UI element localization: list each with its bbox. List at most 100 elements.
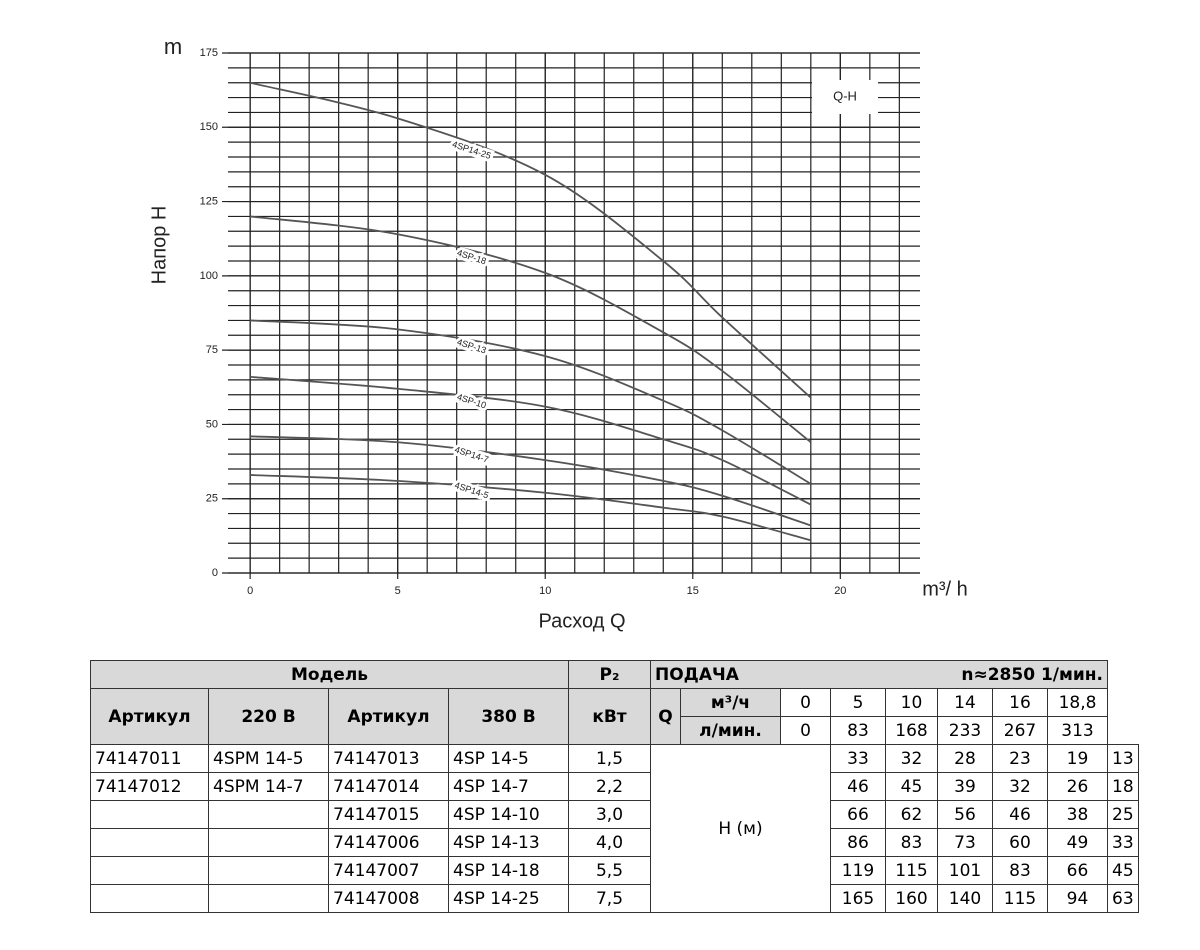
grid: 0 25 50 75 100 125 150 175 0 5 10 15 20 <box>200 47 920 597</box>
table-cell: 56 <box>937 800 993 829</box>
table-cell: 4,0 <box>568 828 651 857</box>
curve <box>250 319 812 485</box>
table-cell: 4SP 14-5 <box>448 744 569 773</box>
table-cell: 5 <box>830 688 886 717</box>
table-cell: 49 <box>1047 828 1108 857</box>
table-row: 74147006 4SP 14-13 4,0 86 83 73 60 49 33 <box>90 828 1139 857</box>
table-cell: 267 <box>992 716 1048 745</box>
table-cell: 4SPM 14-7 <box>208 772 329 801</box>
table-cell: 0 <box>780 688 831 717</box>
table-cell: 233 <box>937 716 993 745</box>
table-cell: 168 <box>885 716 938 745</box>
box <box>812 80 878 114</box>
table-cell: 4SP 14-10 <box>448 800 569 829</box>
table-cell: 39 <box>937 772 993 801</box>
table-row: 74147008 4SP 14-25 7,5 165 160 140 115 94 63 <box>90 884 1139 913</box>
table-row: 74147015 4SP 14-10 3,0 66 62 56 46 38 25 <box>90 800 1139 829</box>
table-cell: 3,0 <box>568 800 651 829</box>
table-cell: 83 <box>992 856 1048 885</box>
header-cell: кВт <box>568 688 651 745</box>
header-cell: Артикул <box>90 688 209 745</box>
table-cell: 160 <box>885 884 938 913</box>
curve <box>250 215 812 443</box>
y-tick-label: 75 <box>206 344 218 356</box>
y-tick-label: 150 <box>200 121 218 133</box>
table-cell: 16 <box>992 688 1048 717</box>
table-cell: 4SP 14-13 <box>448 828 569 857</box>
table-cell: 74147011 <box>90 744 209 773</box>
plot: Q-H4SP14-254SP-184SP-134SP-104SP14-74SP1… <box>249 80 878 542</box>
table-cell: 0 <box>780 716 831 745</box>
table-cell: 73 <box>937 828 993 857</box>
table-cell: 63 <box>1107 884 1139 913</box>
table-cell: 74147007 <box>328 856 449 885</box>
y-tick-label: 125 <box>200 195 218 207</box>
table-cell: 32 <box>885 744 938 773</box>
table-cell <box>90 856 209 885</box>
box-label: Q-H <box>833 88 857 103</box>
y-tick-label: 100 <box>200 270 218 282</box>
header-cell: м³/ч <box>680 688 781 717</box>
table-cell: 46 <box>992 800 1048 829</box>
x-tick-label: 10 <box>539 585 551 597</box>
table-cell <box>208 884 329 913</box>
table-cell: 140 <box>937 884 993 913</box>
table-cell: 1,5 <box>568 744 651 773</box>
header-cell: P₂ <box>568 660 651 689</box>
table-cell: 33 <box>830 744 886 773</box>
table-cell <box>90 828 209 857</box>
y-tick-label: 50 <box>206 418 218 430</box>
table-cell: 18 <box>1107 772 1139 801</box>
x-label: Расход Q <box>538 610 625 632</box>
row-label: H (м) <box>650 744 831 913</box>
table-cell: 13 <box>1107 744 1139 773</box>
y-label: Напор H <box>148 206 170 285</box>
table-cell: 28 <box>937 744 993 773</box>
table-row: 74147007 4SP 14-18 5,5 119 115 101 83 66 45 <box>90 856 1139 885</box>
table-cell: 165 <box>830 884 886 913</box>
table-cell: 74147015 <box>328 800 449 829</box>
table-cell: 32 <box>992 772 1048 801</box>
chart: m Напор H Расход Q m³/ h 025507510012515… <box>148 34 968 632</box>
table-cell: 119 <box>830 856 886 885</box>
header-cell: Q <box>650 688 681 745</box>
table-cell: 4SP 14-18 <box>448 856 569 885</box>
table-cell: 19 <box>1047 744 1108 773</box>
x-tick-label: 20 <box>834 585 846 597</box>
table-cell: 74147006 <box>328 828 449 857</box>
y-tick-label: 25 <box>206 493 218 505</box>
table-cell: 62 <box>885 800 938 829</box>
table-cell <box>208 828 329 857</box>
table-cell: 74147013 <box>328 744 449 773</box>
table-cell: 33 <box>1107 828 1139 857</box>
table-cell: 74147008 <box>328 884 449 913</box>
table-cell: 86 <box>830 828 886 857</box>
table-cell: 23 <box>992 744 1048 773</box>
table-cell: 25 <box>1107 800 1139 829</box>
table-cell: 115 <box>992 884 1048 913</box>
table-cell: 83 <box>830 716 886 745</box>
header-cell: Артикул <box>328 688 449 745</box>
x-tick-label: 15 <box>687 585 699 597</box>
table-cell: 101 <box>937 856 993 885</box>
table-cell: 38 <box>1047 800 1108 829</box>
table-cell: 45 <box>1107 856 1139 885</box>
x-tick-label: 5 <box>395 585 401 597</box>
table-cell: 115 <box>885 856 938 885</box>
table-cell: 4SP 14-25 <box>448 884 569 913</box>
curve <box>250 375 812 506</box>
header-cell: л/мин. <box>680 716 781 745</box>
table-cell: 4SPM 14-5 <box>208 744 329 773</box>
table-cell: 74147012 <box>90 772 209 801</box>
table-cell <box>208 800 329 829</box>
x-unit: m³/ h <box>922 578 968 600</box>
header-cell: ПОДАЧА <box>650 660 831 689</box>
table-cell: 46 <box>830 772 886 801</box>
curve-label: 4SP14-7 <box>453 444 489 464</box>
table-cell <box>208 856 329 885</box>
table-row: л/мин. 0 83 168 233 267 313 <box>91 716 1139 745</box>
header-cell: 220 В <box>208 688 329 745</box>
curve <box>250 435 812 527</box>
table-cell: 14 <box>937 688 993 717</box>
